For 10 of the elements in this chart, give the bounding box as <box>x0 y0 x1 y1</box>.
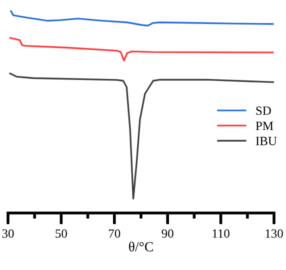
x-tick-label: 70 <box>108 229 120 238</box>
x-tick-label: 130 <box>266 229 283 238</box>
x-axis-title: θ/°C <box>128 242 153 252</box>
x-tick-label: 30 <box>2 229 14 238</box>
x-tick-label: 50 <box>56 229 67 238</box>
legend-label: SD <box>256 106 271 115</box>
legend-label: IBU <box>256 136 277 146</box>
x-tick-label: 110 <box>212 229 230 238</box>
legend-label: PM <box>256 122 274 130</box>
x-tick-label: 90 <box>162 229 174 238</box>
